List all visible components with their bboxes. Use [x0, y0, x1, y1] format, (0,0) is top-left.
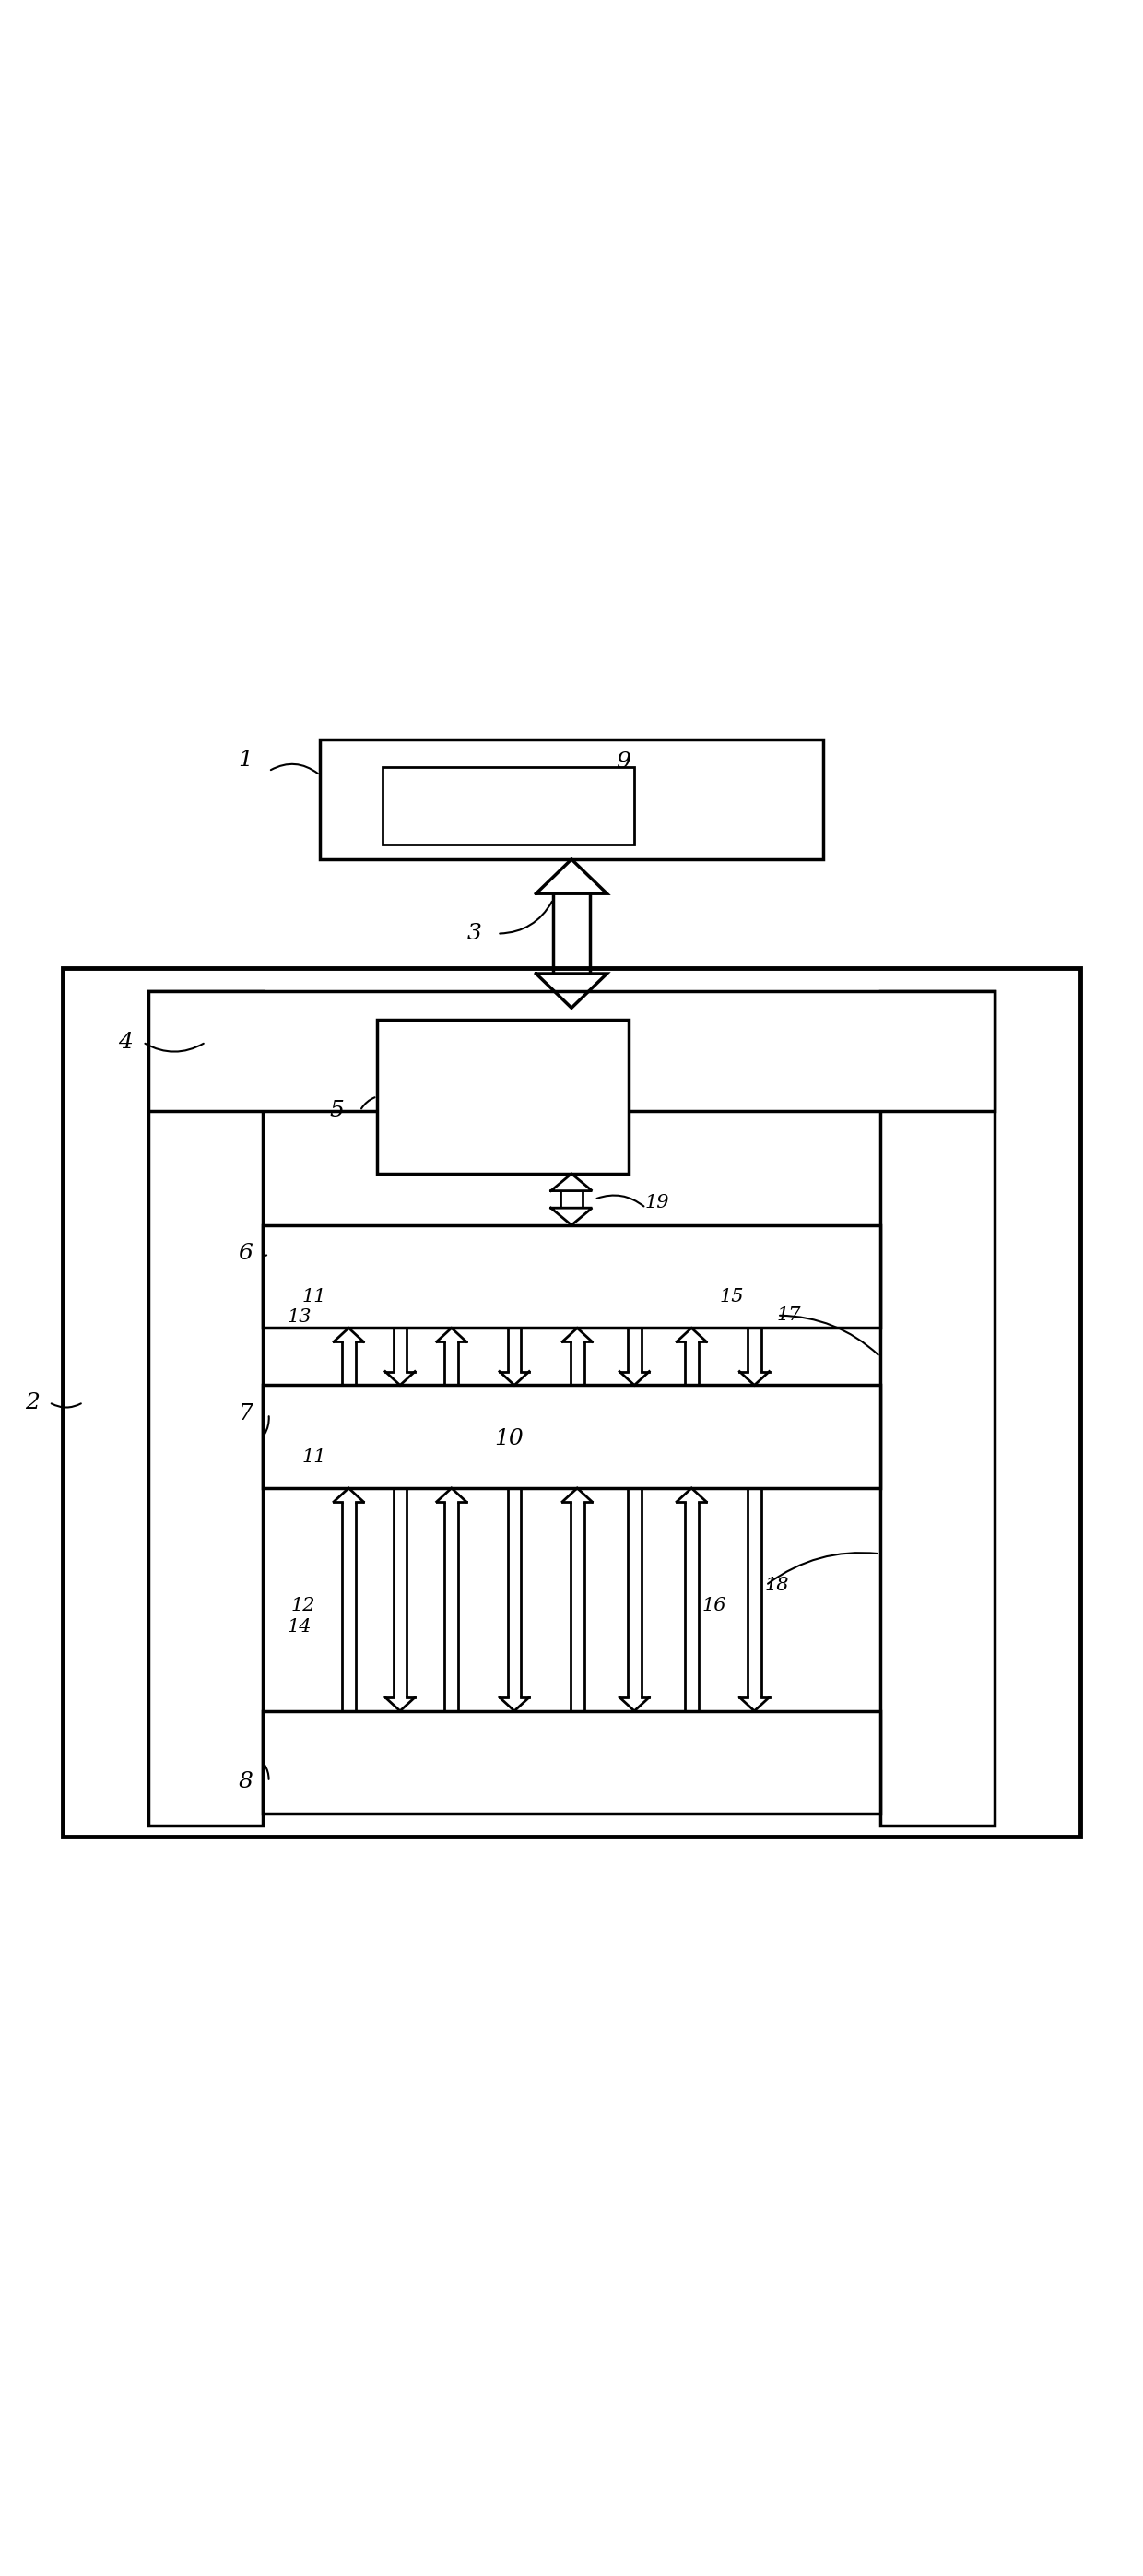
Text: 6: 6: [239, 1244, 253, 1265]
Bar: [320, 739, 823, 860]
Bar: [263, 1710, 880, 1814]
Text: 19: 19: [645, 1193, 670, 1211]
Text: 5: 5: [330, 1100, 344, 1121]
Text: 4: 4: [119, 1030, 133, 1054]
Text: 18: 18: [765, 1577, 790, 1595]
Text: 7: 7: [239, 1404, 253, 1425]
Text: 3: 3: [467, 922, 481, 945]
Bar: [149, 992, 263, 1826]
Text: 2: 2: [25, 1391, 39, 1412]
Text: 9: 9: [616, 752, 630, 773]
Bar: [149, 992, 994, 1110]
Bar: [377, 1020, 629, 1175]
Text: 14: 14: [287, 1618, 312, 1636]
Bar: [63, 969, 1080, 1837]
Bar: [880, 992, 994, 1826]
Text: 13: 13: [287, 1309, 312, 1324]
Text: 15: 15: [719, 1288, 744, 1306]
Text: 1: 1: [239, 750, 253, 770]
Text: 11: 11: [302, 1288, 327, 1306]
Text: 12: 12: [290, 1597, 315, 1615]
Bar: [263, 1226, 880, 1329]
Text: 10: 10: [494, 1427, 523, 1450]
Text: 17: 17: [776, 1306, 801, 1324]
Text: 8: 8: [239, 1772, 253, 1793]
Text: 11: 11: [302, 1448, 327, 1466]
Bar: [263, 1386, 880, 1489]
Bar: [383, 768, 634, 845]
Text: 16: 16: [702, 1597, 727, 1615]
